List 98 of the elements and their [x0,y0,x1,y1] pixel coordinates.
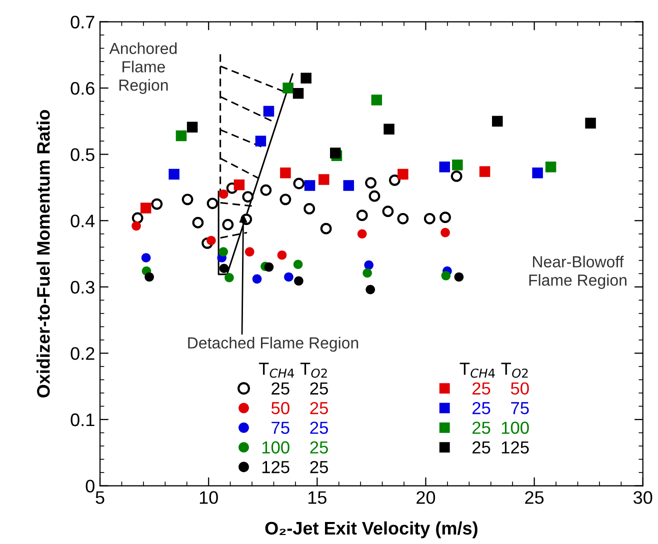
legend-label: 125 25 [262,460,328,474]
x-tick-label: 10 [200,491,218,504]
point [492,116,503,127]
point [300,72,312,84]
legend-label: 50 25 [271,402,328,414]
point [439,162,450,172]
y-tick-label: 0.7 [70,16,94,28]
point [318,174,330,185]
point [242,191,254,202]
point [252,274,262,284]
point [454,272,464,282]
point [532,168,543,178]
point [292,88,304,99]
legend-label: 100 25 [262,441,328,454]
point [366,284,376,294]
point [304,180,316,191]
y-tick-label: 0.2 [70,347,94,360]
point [192,216,204,228]
point [218,247,228,256]
x-tick-label: 30 [634,491,652,504]
point [585,118,596,129]
annotation: Detached Flame Region [188,336,358,352]
point [282,82,294,94]
legend-label: 25 100 [472,422,529,434]
x-axis-title: O₂-Jet Exit Velocity (m/s) [265,521,478,538]
point [293,260,303,270]
point [132,221,141,231]
x-tick-label: 15 [308,491,326,504]
point [206,236,216,246]
point [264,262,274,272]
y-tick-label: 0.1 [70,413,94,426]
point [397,212,409,224]
point [343,180,354,191]
point [362,268,372,278]
y-tick-label: 0.5 [70,148,94,162]
point [330,148,341,158]
text: T$_{CH4}$ T$_{O2}$ [460,362,528,378]
y-tick-label: 0.6 [70,82,94,95]
point [244,247,254,256]
point [234,179,245,190]
point [218,189,228,199]
point [224,272,234,282]
x-tick-label: 5 [96,491,104,504]
point [440,212,451,224]
point [382,206,394,218]
point [398,168,408,180]
point [441,270,451,280]
point [168,168,180,180]
point [176,130,187,142]
point [356,210,368,222]
point [277,250,287,260]
point [186,122,198,133]
annotation: Anchored Flame Region [109,42,177,94]
point [440,228,450,238]
annotation: Near-Blowoff Flame Region [529,256,626,289]
point [365,177,376,189]
legend-label: 75 25 [272,422,328,434]
point [364,260,374,270]
y-tick-label: 0.4 [70,214,95,228]
x-tick-label: 25 [525,491,544,504]
point [452,160,463,170]
y-tick-label: 0.3 [70,280,94,294]
point [260,184,272,196]
point [368,190,380,202]
y-tick-label: 0 [86,480,94,493]
point [320,222,332,234]
point [140,202,152,214]
legend-label: 25 125 [472,441,529,454]
point [280,168,291,178]
point [219,264,229,274]
point [151,198,163,210]
point [206,198,218,210]
legend-label: 25 75 [472,402,529,414]
point [132,212,144,224]
y-axis-title: Oxidizer-to-Fuel Momentum Ratio [36,110,50,398]
point [424,212,436,224]
point [479,166,490,177]
legend-title: T$_{CH4}$ T$_{O2}$ [258,362,327,378]
point [141,253,151,262]
point [294,276,304,286]
point [371,94,382,106]
point [388,174,400,186]
point [263,106,274,117]
point [222,218,234,230]
legend-label: 25 25 [272,382,328,395]
point [255,136,266,146]
point [293,178,305,190]
point [357,229,367,239]
x-tick-label: 20 [416,491,436,504]
legend-label: 25 50 [472,382,529,395]
point [304,202,316,214]
point [545,162,556,172]
point [450,170,462,182]
point [284,272,294,282]
point [280,194,292,206]
point [144,272,154,282]
point [182,194,194,206]
point [384,124,394,135]
